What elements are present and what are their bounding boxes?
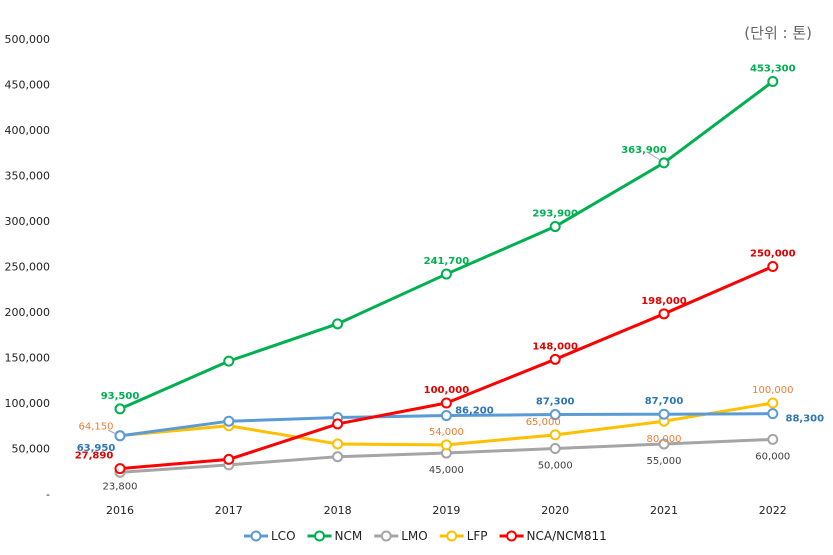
x-tick-label: 2016 xyxy=(106,504,134,517)
legend: LCO NCM LMO LFP NCA/NCM811 xyxy=(244,529,607,543)
series-line-ncm xyxy=(118,79,775,411)
data-point-nca-ncm811 xyxy=(440,397,452,409)
data-point-lmo xyxy=(767,433,779,445)
legend-marker-lfp xyxy=(446,530,458,542)
legend-label-ncm: NCM xyxy=(335,529,363,543)
data-point-lco xyxy=(549,409,561,421)
y-tick-label: 250,000 xyxy=(5,261,51,274)
data-label-ncm: 453,300 xyxy=(750,63,796,74)
data-label-ncm: 363,900 xyxy=(621,145,667,156)
y-tick-label: 300,000 xyxy=(5,215,51,228)
axis: - 50,000 100,000 150,000 200,000 250,000 300,0… xyxy=(5,33,787,517)
data-label-lco: 88,300 xyxy=(786,414,825,425)
x-tick-label: 2018 xyxy=(324,504,352,517)
data-label-lco: 86,200 xyxy=(455,406,494,417)
data-point-ncm xyxy=(223,355,235,367)
data-point-nca-ncm811 xyxy=(658,308,670,320)
y-tick-label: 50,000 xyxy=(12,443,51,456)
data-point-lmo xyxy=(549,443,561,454)
x-tick-label: 2019 xyxy=(432,504,460,517)
data-label-lmo: 50,000 xyxy=(538,461,573,472)
data-label-nca-ncm811: 27,890 xyxy=(75,451,114,462)
x-tick-label: 2021 xyxy=(650,504,678,517)
data-label-lco: 87,300 xyxy=(536,397,575,408)
data-label-lfp: 80,000 xyxy=(647,434,682,445)
y-tick-label: 100,000 xyxy=(5,397,51,410)
data-label-lfp: 54,000 xyxy=(429,427,464,438)
data-point-ncm xyxy=(332,318,344,330)
data-label-lco: 63,950 xyxy=(77,443,116,454)
y-tick-label: 200,000 xyxy=(5,306,51,319)
data-point-nca-ncm811 xyxy=(767,261,779,272)
legend-label-nca-ncm811: NCA/NCM811 xyxy=(527,529,607,543)
data-point-ncm xyxy=(440,268,452,280)
unit-label: (단위 : 톤) xyxy=(744,24,812,42)
data-point-ncm xyxy=(114,403,126,415)
data-point-lfp xyxy=(767,397,779,409)
data-label-nca-ncm811: 198,000 xyxy=(641,296,687,307)
data-label-lfp: 100,000 xyxy=(752,385,793,396)
data-label-lmo: 60,000 xyxy=(755,451,790,462)
data-labels: 63,950 86,200 87,300 87,700 88,300 93,500 241,… xyxy=(75,63,824,492)
data-point-nca-ncm811 xyxy=(332,418,344,430)
legend-marker-lmo xyxy=(380,530,392,542)
data-label-lco: 87,700 xyxy=(645,396,684,407)
data-point-lco xyxy=(223,415,235,427)
data-label-ncm: 293,900 xyxy=(532,209,578,220)
data-point-lco xyxy=(767,408,779,420)
data-label-nca-ncm811: 250,000 xyxy=(750,249,796,260)
x-tick-label: 2022 xyxy=(759,504,787,517)
legend-label-lco: LCO xyxy=(271,529,296,543)
x-tick-label: 2017 xyxy=(215,504,243,517)
leader-line xyxy=(107,429,117,435)
legend-marker-lco xyxy=(250,530,262,542)
data-point-lco xyxy=(114,430,126,442)
data-point-ncm xyxy=(767,75,779,87)
data-point-lmo xyxy=(332,451,344,463)
legend-label-lmo: LMO xyxy=(401,529,427,543)
data-point-nca-ncm811 xyxy=(549,353,561,365)
y-tick-label: 400,000 xyxy=(5,124,51,137)
data-point-lfp xyxy=(549,429,561,441)
legend-marker-nca-ncm811 xyxy=(506,530,518,542)
x-tick-label: 2020 xyxy=(541,504,569,517)
data-label-ncm: 241,700 xyxy=(424,256,470,267)
data-point-lmo xyxy=(658,438,670,450)
data-point-lco xyxy=(440,410,452,422)
y-tick-label: 500,000 xyxy=(5,33,51,46)
data-label-lfp: 64,150 xyxy=(79,422,114,433)
data-point-lfp xyxy=(440,439,452,451)
data-point-nca-ncm811 xyxy=(223,453,235,465)
y-tick-label: - xyxy=(46,488,50,501)
data-label-lmo: 45,000 xyxy=(429,465,464,476)
data-point-nca-ncm811 xyxy=(114,463,126,475)
data-label-ncm: 93,500 xyxy=(101,391,140,402)
y-tick-label: 350,000 xyxy=(5,170,51,183)
data-label-lmo: 55,000 xyxy=(647,456,682,467)
data-label-nca-ncm811: 148,000 xyxy=(532,341,578,352)
y-tick-label: 450,000 xyxy=(5,79,51,92)
y-tick-label: 150,000 xyxy=(5,352,51,365)
data-point-lfp xyxy=(332,438,344,450)
data-point-ncm xyxy=(549,221,561,233)
data-label-lfp: 65,000 xyxy=(526,417,561,428)
data-label-nca-ncm811: 100,000 xyxy=(424,385,470,396)
data-label-lmo: 23,800 xyxy=(103,481,138,492)
leader-line xyxy=(646,151,661,161)
legend-marker-ncm xyxy=(314,530,326,542)
series-group xyxy=(114,75,779,478)
data-point-ncm xyxy=(658,157,670,169)
legend-label-lfp: LFP xyxy=(467,529,488,543)
data-point-lco xyxy=(658,408,670,420)
